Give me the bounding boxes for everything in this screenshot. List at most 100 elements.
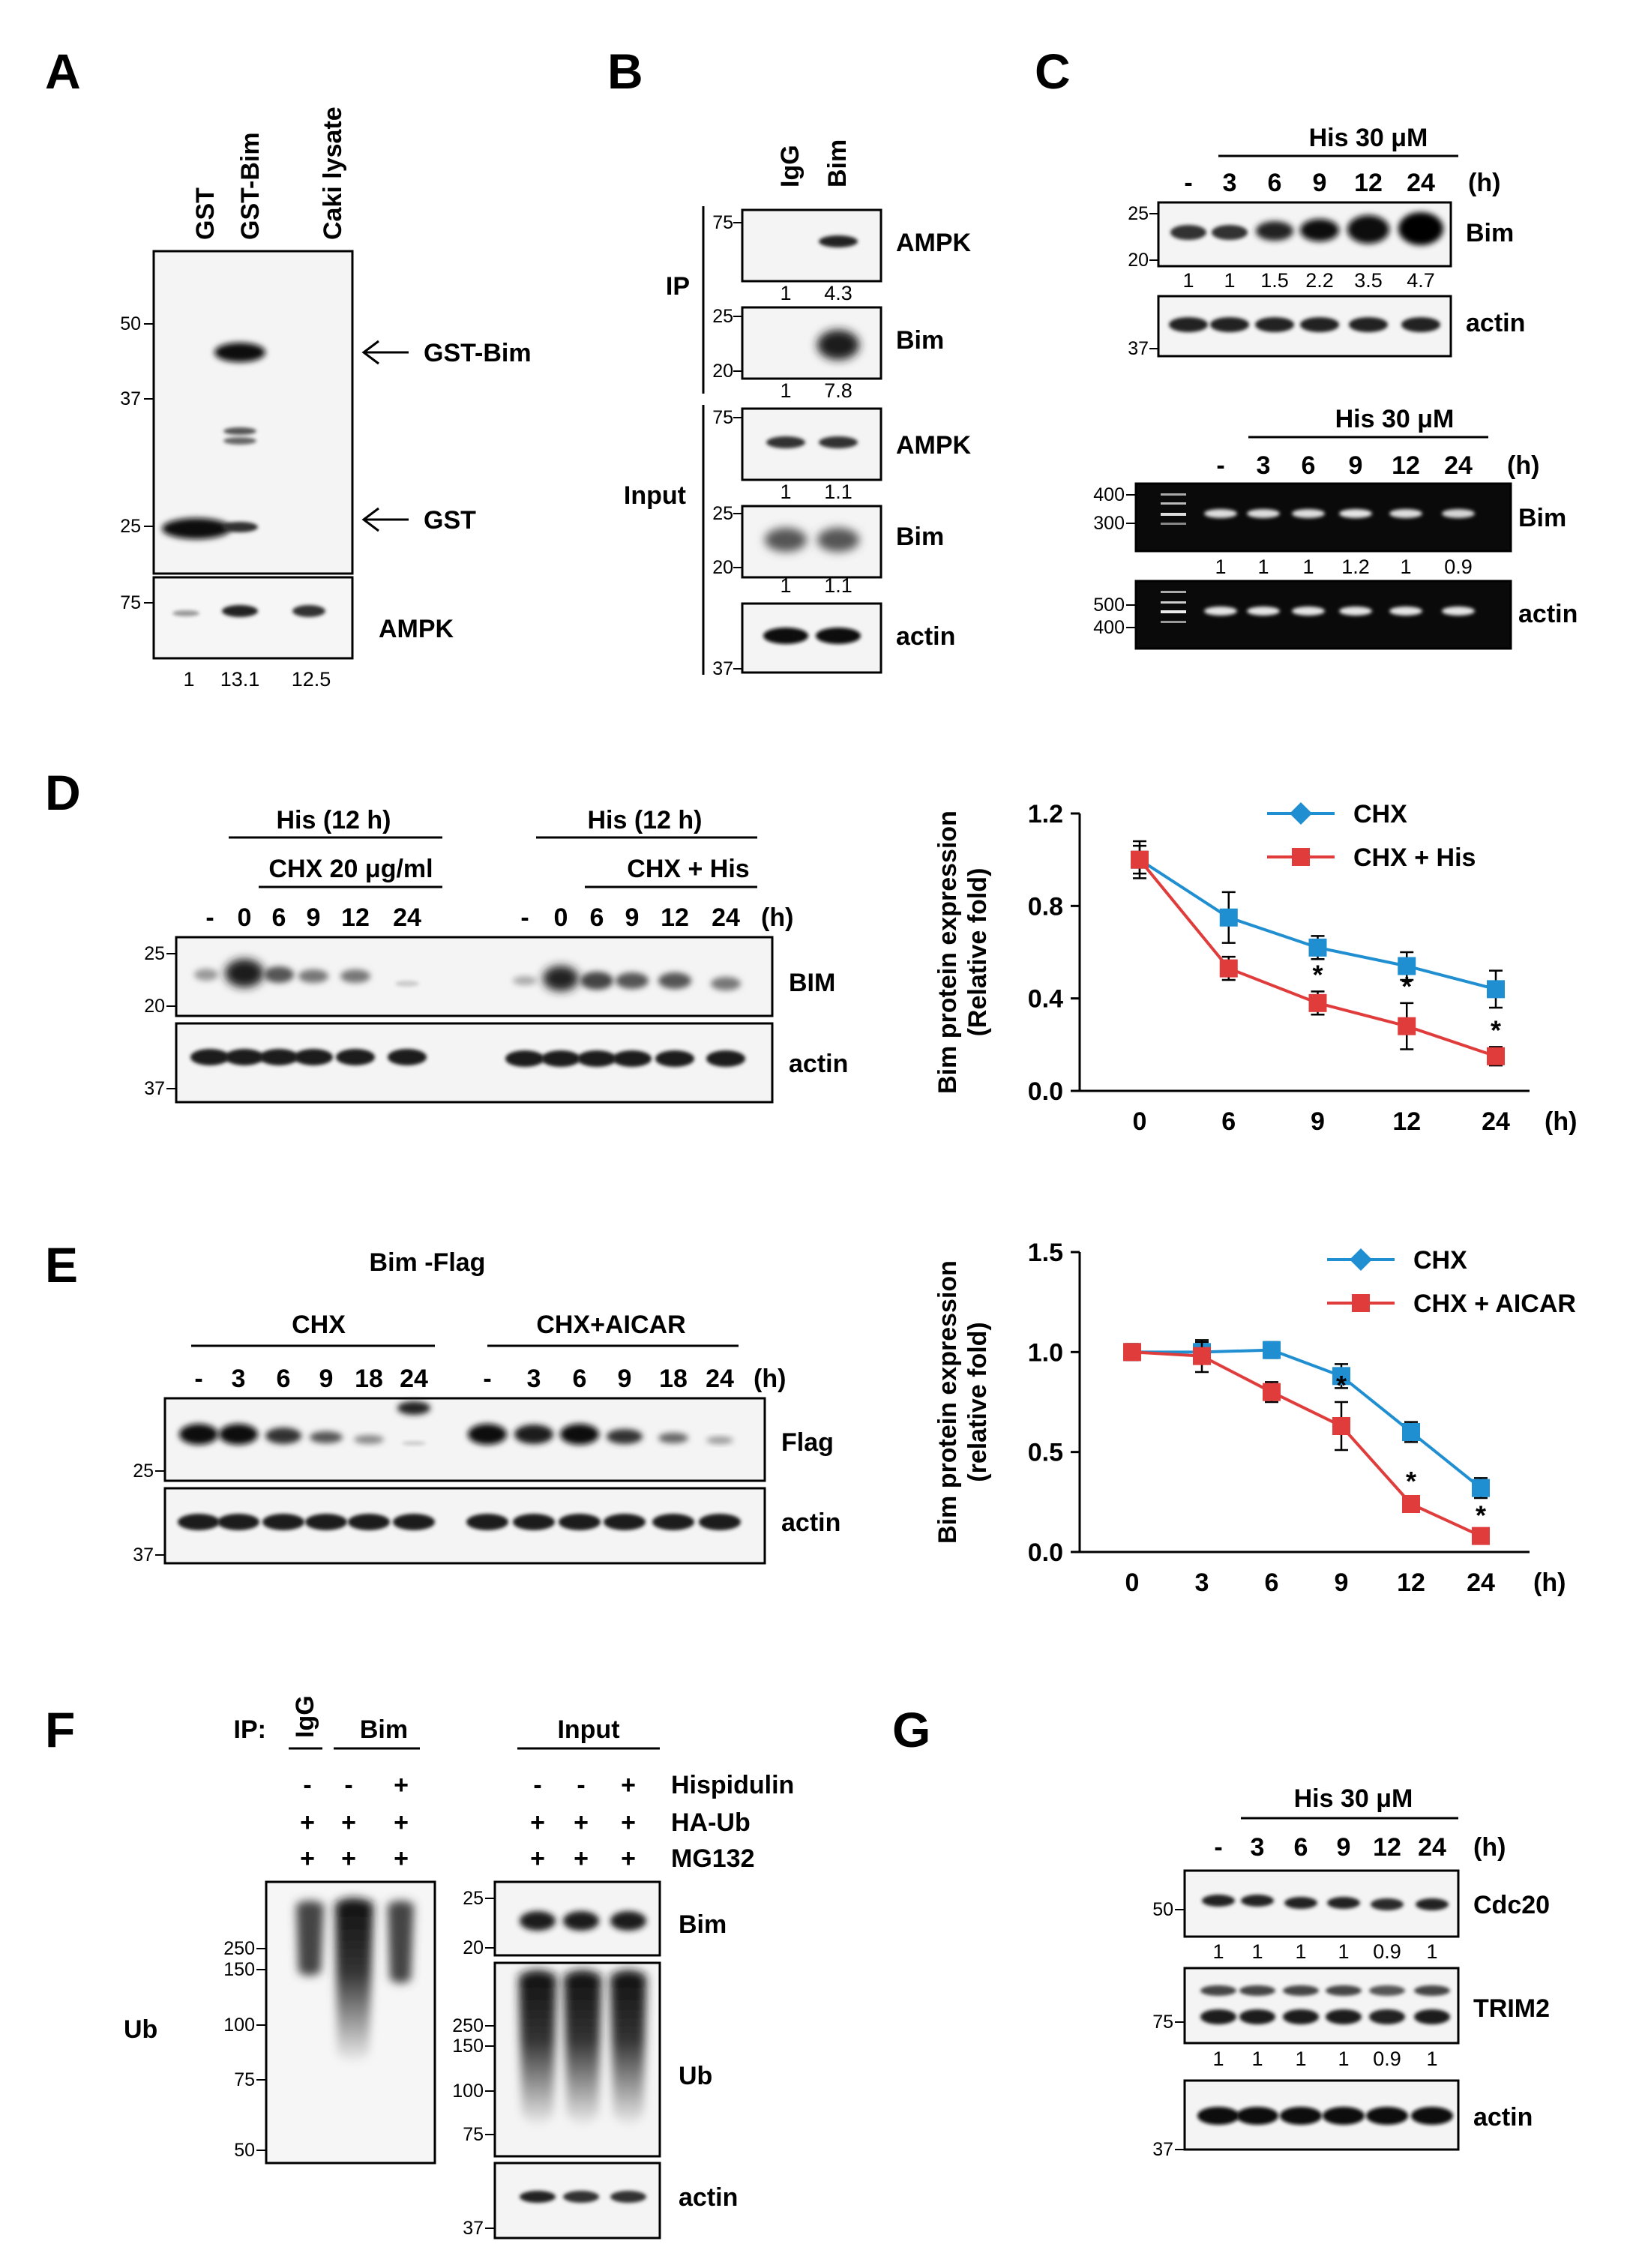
- band: [616, 972, 649, 989]
- blot-label: TRIM2: [1473, 1994, 1550, 2023]
- quant-value: 1: [1426, 2048, 1437, 2070]
- band: [468, 1424, 507, 1445]
- data-point: [1398, 1017, 1416, 1035]
- quant-value: 1: [1295, 2048, 1306, 2070]
- data-point: [1472, 1526, 1490, 1545]
- panel-b: B IgG Bim IP Input 75 AMPK 1 4.3 25 20 B…: [607, 43, 972, 679]
- band: [817, 528, 859, 552]
- arrow-label: GST: [424, 506, 476, 535]
- band: [225, 959, 264, 987]
- quant-value: 1: [1182, 269, 1194, 292]
- band: [765, 528, 807, 552]
- sub-label: CHX + His: [627, 855, 749, 883]
- unit-label: (h): [1507, 451, 1539, 480]
- unit-label: (h): [754, 1365, 786, 1393]
- sign: +: [341, 1808, 356, 1837]
- unit-label: (h): [1468, 169, 1500, 197]
- marker-label: 20: [1128, 250, 1149, 271]
- marker-label: 37: [1152, 2139, 1173, 2160]
- marker-label: 25: [463, 1888, 484, 1909]
- y-tick-label: 0.0: [1028, 1077, 1063, 1106]
- lane-label: 6: [272, 903, 286, 932]
- marker-label: 75: [1152, 2012, 1173, 2033]
- ladder-band: [1161, 523, 1186, 525]
- sign: +: [621, 1808, 636, 1837]
- quant-value: 1: [1338, 1940, 1349, 1963]
- quant-value: 12.5: [292, 668, 331, 691]
- lane-label: -: [520, 903, 529, 932]
- quant-value: 1: [1295, 1940, 1306, 1963]
- marker-label: 20: [712, 361, 733, 382]
- marker-label: 75: [463, 2124, 484, 2145]
- band: [348, 1514, 390, 1530]
- treatment-label: His 30 μM: [1335, 405, 1455, 433]
- lane-label: GST: [191, 187, 220, 240]
- band: [179, 1424, 218, 1445]
- marker-label: 37: [120, 388, 141, 409]
- band: [1442, 509, 1475, 518]
- marker-label: 37: [144, 1078, 165, 1099]
- lane-label: -: [483, 1365, 491, 1393]
- lane-label: 12: [341, 903, 370, 932]
- lane-label: -: [1216, 451, 1224, 480]
- band: [1389, 509, 1422, 518]
- lane-label: 0: [554, 903, 568, 932]
- significance-mark: *: [1491, 1014, 1501, 1045]
- x-tick-label: 6: [1265, 1568, 1279, 1597]
- blot-label: AMPK: [896, 229, 972, 257]
- marker-label: 25: [712, 503, 733, 524]
- ub-label: Ub: [124, 2015, 157, 2044]
- marker-label: 150: [223, 1959, 255, 1980]
- ladder-band: [1161, 493, 1186, 496]
- blot-label: Bim: [679, 1910, 727, 1939]
- quant-value: 1.2: [1341, 556, 1370, 578]
- blot-input-ampk: [741, 407, 882, 481]
- gel-label: Bim: [1518, 504, 1566, 532]
- lane-label: 6: [590, 903, 604, 932]
- lane-label: IgG: [291, 1695, 319, 1738]
- band: [541, 1050, 580, 1067]
- quant-value: 1: [1257, 556, 1269, 578]
- band: [190, 1049, 229, 1065]
- blot-label: Ub: [679, 2062, 712, 2090]
- band: [1236, 2107, 1278, 2125]
- band: [1347, 215, 1389, 244]
- y-tick-label: 0.4: [1028, 985, 1063, 1014]
- row-label: Hispidulin: [671, 1771, 794, 1799]
- marker-label: 25: [1128, 203, 1149, 224]
- gel-label: actin: [1518, 600, 1578, 628]
- x-unit-label: (h): [1533, 1568, 1566, 1597]
- arrow-head: [361, 340, 379, 365]
- quant-value: 1.1: [824, 481, 852, 503]
- quant-value: 1.1: [824, 574, 852, 597]
- x-unit-label: (h): [1545, 1107, 1577, 1136]
- band: [1366, 2107, 1408, 2125]
- quant-value: 1: [1212, 2048, 1224, 2070]
- blot-ip-ampk: [741, 208, 882, 283]
- quant-value: 4.7: [1407, 269, 1435, 292]
- marker-label: 250: [223, 1938, 255, 1959]
- row-label: MG132: [671, 1844, 755, 1873]
- group-label: His (12 h): [587, 806, 702, 834]
- lane-label: 24: [712, 903, 740, 932]
- band: [1284, 1897, 1317, 1909]
- sign: +: [341, 1844, 356, 1873]
- marker-label: 150: [452, 2036, 484, 2057]
- chart-e: 0.0 0.5 1.0 1.5 0 3 6 9 12 24 (h) Bim protein expre…: [933, 1239, 1576, 1597]
- lane-label: 3: [1223, 169, 1237, 197]
- quant-value: 1: [1251, 2048, 1263, 2070]
- band: [706, 1050, 745, 1067]
- panel-letter-c: C: [1035, 43, 1071, 99]
- ladder-band: [1161, 610, 1186, 613]
- band: [520, 2191, 556, 2203]
- ip-label: IP:: [234, 1715, 266, 1744]
- panel-g: G His 30 μM - 3 6 9 12 24 (h) 50 Cdc20 1…: [892, 1702, 1550, 2160]
- quant-value: 1: [183, 668, 194, 691]
- band: [1283, 1985, 1319, 1996]
- band: [225, 1049, 264, 1065]
- band: [766, 436, 805, 448]
- band: [1414, 2009, 1450, 2024]
- band: [1339, 509, 1372, 518]
- sign: +: [394, 1771, 409, 1799]
- lane-label: 18: [659, 1365, 688, 1393]
